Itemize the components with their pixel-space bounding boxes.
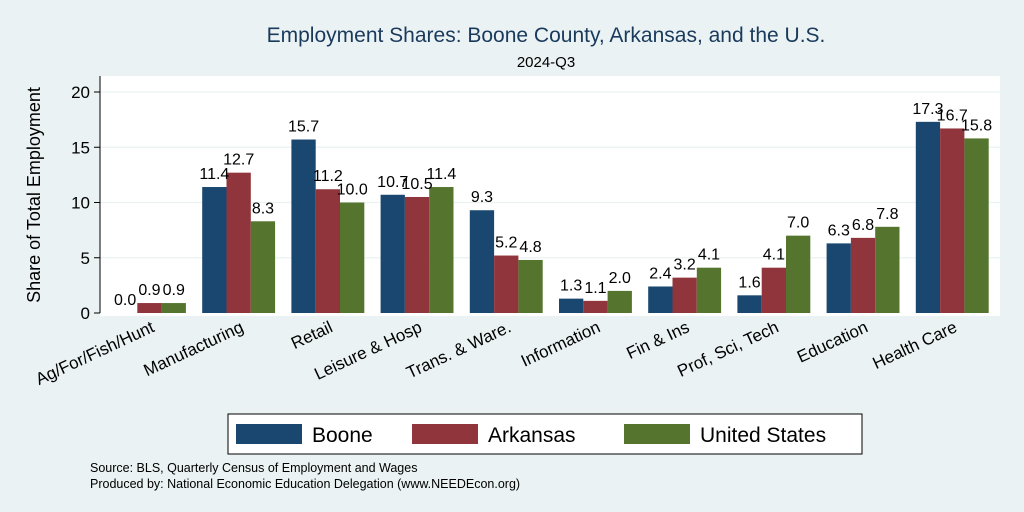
legend-swatch <box>236 424 302 444</box>
bar <box>826 243 851 313</box>
bar <box>964 138 989 313</box>
y-tick-label: 10 <box>71 194 90 213</box>
x-tick-label: Retail <box>288 317 335 353</box>
bar <box>340 202 365 313</box>
x-tick-label: Education <box>794 317 871 366</box>
y-tick-label: 0 <box>81 304 90 323</box>
bar <box>672 277 697 313</box>
chart-subtitle: 2024-Q3 <box>517 54 575 71</box>
data-label: 5.2 <box>495 235 517 252</box>
data-label: 10.5 <box>401 176 432 193</box>
data-label: 15.7 <box>288 119 319 136</box>
chart-title: Employment Shares: Boone County, Arkansa… <box>267 24 826 47</box>
legend: Boone Arkansas United States <box>227 413 863 455</box>
data-label: 1.6 <box>738 274 760 291</box>
bar <box>380 194 405 313</box>
data-label: 2.0 <box>609 270 631 287</box>
data-label: 17.3 <box>912 101 943 118</box>
data-label: 4.1 <box>763 247 785 264</box>
bar <box>607 290 632 313</box>
y-tick-label: 15 <box>71 138 90 157</box>
data-label: 11.4 <box>199 166 229 183</box>
x-tick-label: Fin & Ins <box>624 317 693 363</box>
y-tick-label: 20 <box>71 83 90 102</box>
data-label: 4.1 <box>698 247 720 264</box>
x-tick-label: Manufacturing <box>141 317 247 380</box>
y-axis-label: Share of Total Employment <box>24 87 44 303</box>
legend-label: Arkansas <box>488 424 576 447</box>
data-label: 3.2 <box>674 257 696 274</box>
data-label: 1.3 <box>560 278 582 295</box>
data-label: 10.7 <box>377 174 408 191</box>
bar <box>404 196 430 313</box>
bar <box>137 303 162 313</box>
data-label: 12.7 <box>223 152 254 169</box>
x-tick-label: Prof, Sci, Tech <box>674 317 781 380</box>
data-label: 7.0 <box>787 215 809 232</box>
data-label: 6.8 <box>852 217 874 234</box>
data-label: 0.9 <box>163 282 185 299</box>
data-label: 6.3 <box>828 222 850 239</box>
bar <box>850 237 876 313</box>
legend-box <box>227 413 863 455</box>
data-label: 9.3 <box>471 189 493 206</box>
bar <box>202 187 227 313</box>
bar <box>940 128 965 313</box>
bar <box>250 221 276 313</box>
bar-layer <box>137 121 989 314</box>
bar <box>648 286 673 313</box>
y-axis: 0 5 10 15 20 <box>71 83 100 323</box>
legend-label: Boone <box>312 424 373 447</box>
data-label: 0.0 <box>114 292 136 309</box>
legend-swatch <box>624 424 690 444</box>
data-label: 0.9 <box>138 282 160 299</box>
bar <box>696 267 722 313</box>
x-tick-label: Ag/For/Fish/Hunt <box>33 317 158 389</box>
legend-label: United States <box>700 424 826 447</box>
data-label: 2.4 <box>649 265 671 282</box>
data-label: 11.2 <box>313 168 343 185</box>
data-label: 7.8 <box>876 206 898 223</box>
source-note: Source: BLS, Quarterly Census of Employm… <box>90 461 417 475</box>
bar <box>875 226 900 313</box>
value-labels: 0.00.9 0.911.412.78.315.711.210.0 10.710.5… <box>114 101 992 309</box>
data-label: 16.7 <box>937 107 968 124</box>
data-label: 11.4 <box>426 166 456 183</box>
x-tick-label: Information <box>518 317 603 370</box>
bar <box>915 121 941 314</box>
bar <box>429 187 454 313</box>
data-label: 15.8 <box>961 117 992 134</box>
bar <box>786 235 811 313</box>
y-tick-label: 5 <box>81 249 90 268</box>
bar <box>518 259 543 313</box>
bar <box>761 267 786 313</box>
bar <box>161 303 186 313</box>
legend-swatch <box>412 424 478 444</box>
bar <box>469 210 495 313</box>
data-label: 4.8 <box>519 239 541 256</box>
producer-note: Produced by: National Economic Education… <box>90 477 520 491</box>
data-label: 10.0 <box>337 182 368 199</box>
x-tick-label: Health Care <box>870 317 960 373</box>
bar <box>226 172 251 313</box>
bar <box>583 300 608 313</box>
data-label: 8.3 <box>252 200 274 217</box>
bar <box>559 298 584 313</box>
bar <box>315 189 340 313</box>
bar <box>737 295 762 313</box>
data-label: 1.1 <box>584 280 606 297</box>
bar <box>494 255 519 313</box>
bar <box>291 139 316 313</box>
